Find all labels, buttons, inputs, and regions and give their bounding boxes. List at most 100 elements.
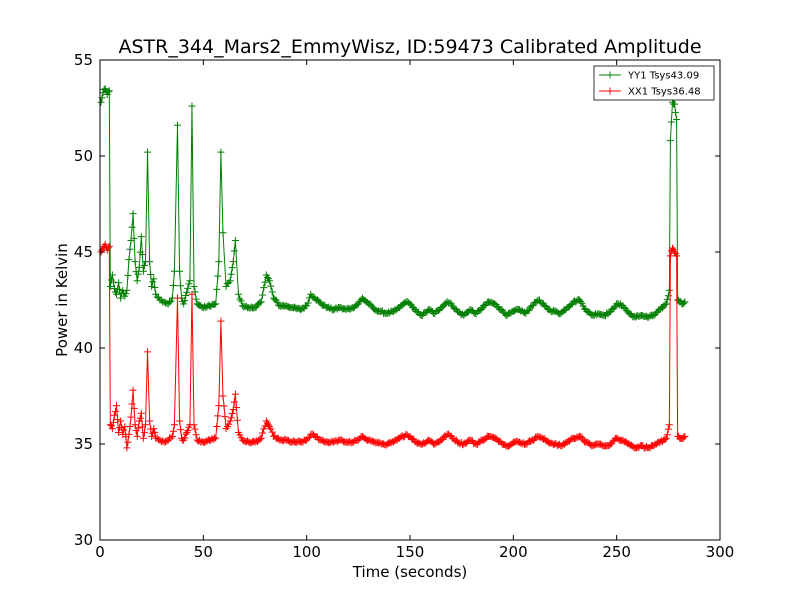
x-tick-label: 100 [292, 543, 321, 561]
data-point [174, 294, 181, 302]
data-point [214, 272, 222, 280]
y-tick-label: 50 [74, 147, 93, 165]
data-point [137, 233, 145, 241]
data-point [137, 409, 145, 417]
data-point [257, 434, 265, 442]
legend-entries: YY1 Tsys43.09 XX1 Tsys36.48 [599, 71, 701, 98]
y-tick-label: 30 [74, 531, 93, 549]
data-point [128, 223, 136, 231]
data-point [186, 277, 194, 285]
data-point [257, 298, 265, 306]
data-point [525, 306, 533, 314]
data-point [141, 421, 149, 429]
data-point [226, 417, 234, 425]
data-point [169, 281, 177, 289]
data-point [133, 277, 141, 285]
data-point [113, 290, 121, 298]
data-point [410, 304, 418, 312]
data-point [671, 248, 679, 256]
data-point [232, 404, 240, 412]
series-1 [97, 85, 689, 321]
data-point [680, 433, 688, 441]
data-point [226, 277, 234, 285]
data-point [265, 277, 273, 285]
y-tick-label: 55 [74, 51, 93, 69]
data-point [220, 402, 228, 410]
data-point [104, 244, 112, 252]
data-point [236, 431, 244, 439]
data-point [97, 98, 105, 106]
data-point [188, 102, 196, 110]
legend: YY1 Tsys43.09 XX1 Tsys36.48 [593, 65, 715, 101]
data-point [105, 87, 113, 95]
data-point [169, 427, 177, 435]
data-point [673, 116, 681, 124]
data-point [234, 290, 242, 298]
plot-area: 0 50 100 150 200 250 300 30 35 40 45 50 55 [74, 51, 734, 561]
data-point [529, 436, 537, 444]
data-point [150, 275, 158, 283]
data-point [146, 258, 154, 266]
data-point [229, 258, 237, 266]
data-point [130, 404, 138, 412]
data-point [190, 283, 198, 291]
legend-box [593, 65, 715, 101]
data-point [267, 425, 275, 433]
legend-label: YY1 Tsys43.09 [627, 71, 699, 82]
data-point [212, 434, 220, 442]
data-point [114, 416, 122, 424]
data-point [138, 251, 146, 259]
data-point [144, 348, 152, 356]
chart-title: ASTR_344_Mars2_EmmyWisz, ID:59473 Calibr… [118, 36, 701, 58]
data-point [217, 317, 225, 325]
data-point [214, 412, 222, 420]
data-point [113, 402, 121, 410]
data-point [109, 418, 117, 426]
data-point [663, 431, 671, 439]
data-point [221, 413, 229, 421]
data-point [666, 137, 674, 145]
data-point [180, 300, 188, 308]
data-point [123, 286, 131, 294]
data-point [662, 434, 670, 442]
data-point [127, 413, 135, 421]
data-point [167, 297, 175, 305]
data-point [185, 280, 193, 288]
x-tick-label: 0 [95, 543, 105, 561]
data-point [661, 301, 669, 308]
data-point [126, 245, 134, 253]
data-point [140, 429, 148, 437]
y-tick-label: 35 [74, 435, 93, 453]
data-point [146, 417, 154, 425]
data-point [231, 236, 239, 244]
data-point [139, 267, 147, 275]
data-point [105, 242, 113, 250]
data-point [661, 436, 669, 444]
data-point [131, 421, 139, 429]
data-point [673, 252, 681, 260]
data-point [166, 298, 174, 306]
data-point [667, 118, 675, 126]
data-point [579, 302, 587, 310]
data-point [115, 279, 123, 287]
data-point [222, 283, 230, 291]
data-point [151, 283, 159, 291]
data-point [227, 270, 235, 278]
legend-entry: XX1 Tsys36.48 [599, 87, 701, 98]
data-point [147, 271, 155, 279]
data-point [122, 290, 130, 298]
data-point [662, 300, 670, 308]
data-point [681, 298, 689, 306]
data-point [213, 423, 221, 431]
data-point [261, 278, 269, 286]
data-point [139, 434, 147, 442]
data-point [215, 258, 223, 266]
data-point [668, 244, 676, 252]
y-tick-label: 40 [74, 339, 93, 357]
data-point [176, 267, 184, 275]
data-point [666, 252, 674, 260]
legend-marker [606, 71, 614, 79]
data-point [149, 278, 157, 286]
data-point [219, 392, 227, 400]
